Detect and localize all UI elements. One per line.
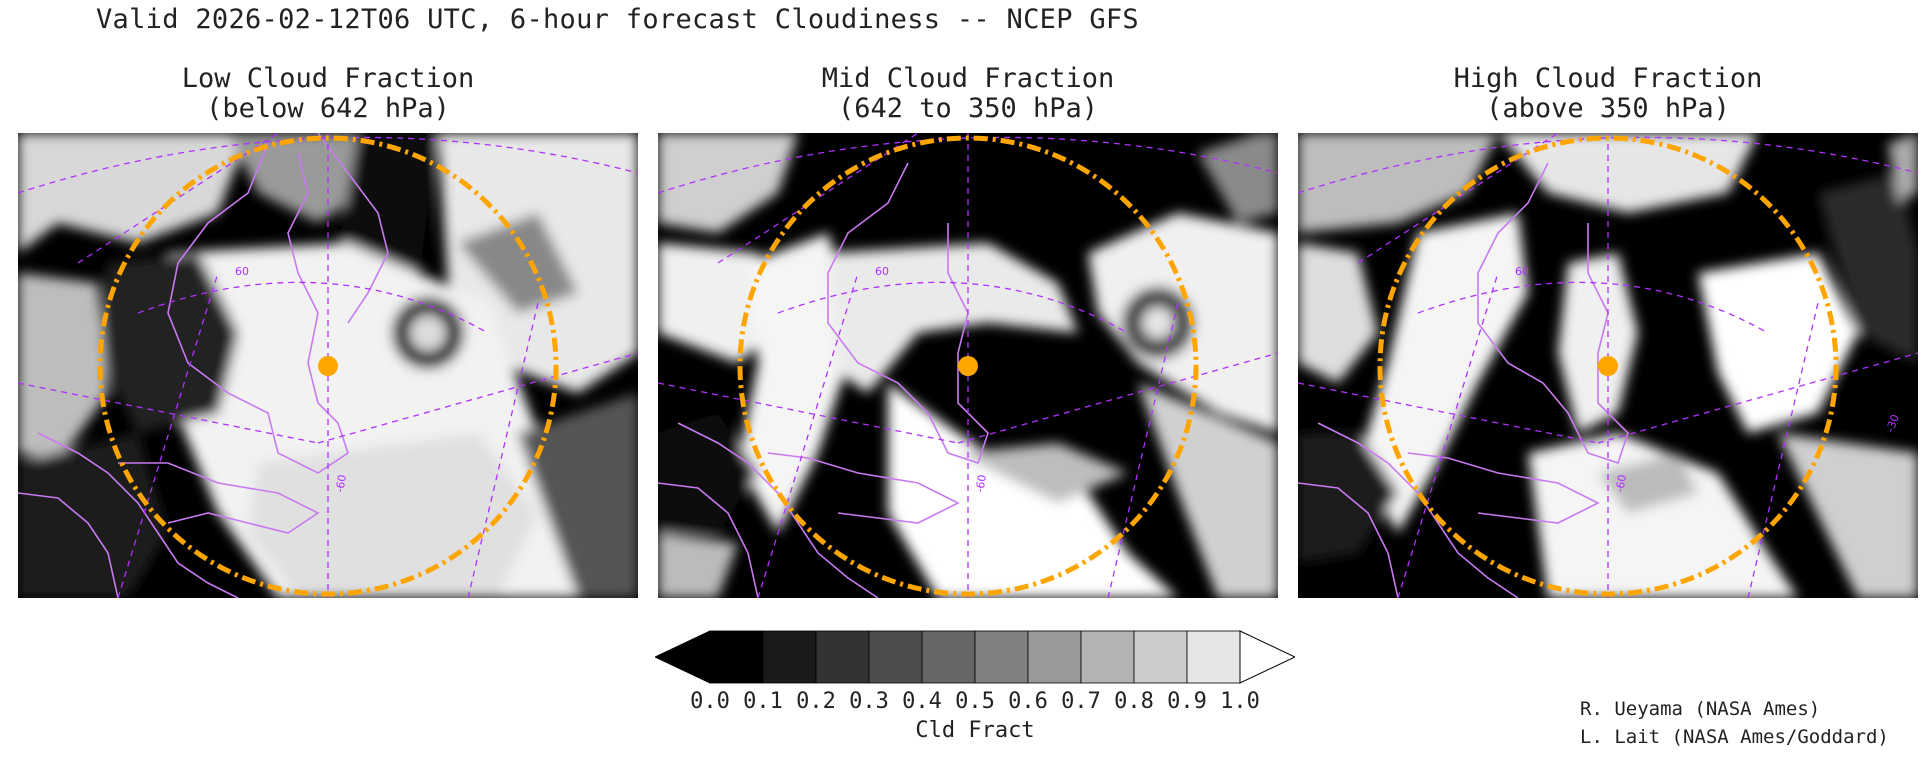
lat-label-mid: 60 [875, 265, 889, 278]
colorbar-over-arrow [1239, 630, 1295, 684]
lat-label-high: 60 [1515, 265, 1529, 278]
colorbar-box [709, 630, 764, 684]
cloud-field-mid [658, 133, 1278, 598]
credit-line-1: R. Ueyama (NASA Ames) [1580, 698, 1821, 720]
center-marker-low [318, 356, 338, 376]
colorbar-tick-label: 0.2 [796, 689, 836, 714]
range-ring-high [1377, 135, 1839, 597]
colorbar-label: Cld Fract [915, 718, 1035, 743]
panel-title-high-line2: (above 350 hPa) [1486, 93, 1730, 124]
colorbar [655, 630, 1295, 684]
lon-label-mid: -60 [973, 474, 989, 494]
colorbar-tick-label: 0.7 [1061, 689, 1101, 714]
colorbar-under-arrow [655, 630, 711, 684]
panel-title-mid-line1: Mid Cloud Fraction [821, 63, 1115, 94]
panel-title-high: High Cloud Fraction (above 350 hPa) [1308, 64, 1908, 124]
colorbar-tick-label: 0.9 [1167, 689, 1207, 714]
colorbar-tick-label: 0.5 [955, 689, 995, 714]
credit-line-2: L. Lait (NASA Ames/Goddard) [1580, 726, 1889, 748]
lon-label-east-high: -30 [1884, 413, 1902, 434]
colorbar-tick-label: 0.0 [690, 689, 730, 714]
colorbar-box [1133, 630, 1188, 684]
map-panel-low: 60 -60 [18, 133, 638, 598]
map-low: 60 -60 [18, 133, 638, 598]
colorbar-tick-label: 0.6 [1008, 689, 1048, 714]
colorbar-box [1080, 630, 1135, 684]
lon-label-high: -60 [1613, 474, 1629, 494]
panel-title-mid-line2: (642 to 350 hPa) [837, 93, 1099, 124]
colorbar-tick-label: 0.1 [743, 689, 783, 714]
colorbar-tick-label: 0.4 [902, 689, 942, 714]
map-panel-high: 60 -60 -30 [1298, 133, 1918, 598]
colorbar-box [762, 630, 817, 684]
lat-label-low: 60 [235, 265, 249, 278]
center-marker-high [1598, 356, 1618, 376]
colorbar-box [1027, 630, 1082, 684]
coastlines-mid [658, 162, 989, 598]
graticule-high [1298, 133, 1918, 598]
map-mid: 60 -60 [658, 133, 1278, 598]
panel-title-low-line2: (below 642 hPa) [206, 93, 450, 124]
coastlines-high [1298, 162, 1629, 598]
panel-title-high-line1: High Cloud Fraction [1453, 63, 1763, 94]
range-ring-low [97, 135, 559, 597]
panel-title-low: Low Cloud Fraction (below 642 hPa) [28, 64, 628, 124]
center-marker-mid [958, 356, 978, 376]
colorbar-tick-label: 0.8 [1114, 689, 1154, 714]
colorbar-box [1186, 630, 1241, 684]
page-title: Valid 2026-02-12T06 UTC, 6-hour forecast… [96, 4, 1139, 35]
panel-title-mid: Mid Cloud Fraction (642 to 350 hPa) [668, 64, 1268, 124]
colorbar-boxes [655, 630, 1295, 684]
coastlines-low [18, 133, 389, 598]
range-ring-mid [737, 135, 1199, 597]
colorbar-tick-label: 0.3 [849, 689, 889, 714]
colorbar-box [868, 630, 923, 684]
colorbar-box [921, 630, 976, 684]
map-panel-mid: 60 -60 [658, 133, 1278, 598]
colorbar-tick-label: 1.0 [1220, 689, 1260, 714]
map-high: 60 -60 -30 [1298, 133, 1918, 598]
colorbar-box [974, 630, 1029, 684]
colorbar-box [815, 630, 870, 684]
cloud-field-low [18, 133, 638, 598]
lon-label-low: -60 [333, 474, 349, 494]
panel-title-low-line1: Low Cloud Fraction [181, 63, 475, 94]
